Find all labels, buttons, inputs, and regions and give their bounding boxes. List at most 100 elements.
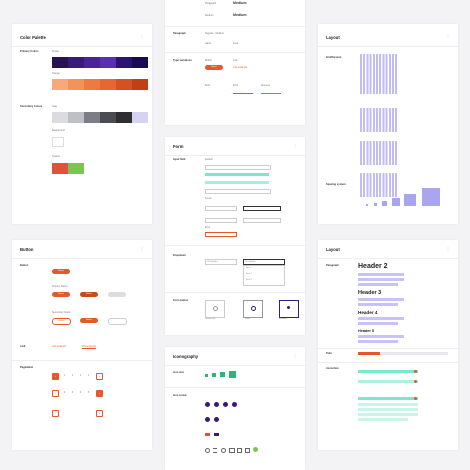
- instagram-icon[interactable]: [223, 402, 228, 407]
- tab-bar[interactable]: [358, 352, 448, 355]
- heart-icon: [237, 448, 242, 453]
- more-icon[interactable]: ⋮: [446, 246, 450, 251]
- radio-card-unselected[interactable]: [205, 300, 225, 318]
- primary-button-label: Primary button: [52, 285, 68, 288]
- sample-button[interactable]: Button: [52, 269, 70, 274]
- swatch: [52, 163, 68, 174]
- swatch: [132, 57, 148, 68]
- accordion-item[interactable]: [358, 370, 418, 373]
- system-label: System: [52, 155, 60, 158]
- focus-input[interactable]: [205, 181, 269, 184]
- primary-button[interactable]: Button: [52, 292, 70, 297]
- accordion-item[interactable]: [358, 380, 418, 383]
- swatch: [116, 57, 132, 68]
- link-example-hover[interactable]: Link example: [82, 345, 97, 348]
- dropdown-select[interactable]: Placeholder: [243, 259, 285, 265]
- input-value: Input: [233, 42, 239, 45]
- page-number[interactable]: 3: [79, 374, 82, 377]
- pagination-prev[interactable]: ‹: [52, 390, 59, 397]
- cart-icon: [229, 448, 235, 453]
- more-icon[interactable]: ⋮: [446, 34, 450, 39]
- link-example[interactable]: Link example: [233, 66, 248, 69]
- swatch: [132, 79, 148, 90]
- dropdown-menu: Item 1 Item 2 Item 3: [243, 265, 285, 286]
- spacing-square: [404, 194, 416, 206]
- swatch: [84, 79, 100, 90]
- more-icon[interactable]: ⋮: [293, 143, 297, 148]
- page-number[interactable]: 2: [63, 391, 66, 394]
- error-input[interactable]: [205, 232, 237, 237]
- text-input[interactable]: [205, 218, 237, 223]
- dropdown-select[interactable]: Placeholder: [205, 259, 237, 265]
- form-card: Form ⋮ Input field Default Focus Error D…: [165, 137, 305, 335]
- youtube-icon[interactable]: [205, 417, 210, 422]
- pagination-prev[interactable]: ‹: [52, 410, 59, 417]
- more-icon[interactable]: ⋮: [293, 353, 297, 358]
- secondary-button-label: Secondary button: [52, 311, 71, 314]
- typography-row-label: Paragraph: [205, 2, 217, 5]
- twitter-icon[interactable]: [214, 402, 219, 407]
- facebook-icon[interactable]: [205, 402, 210, 407]
- link-example[interactable]: Link example: [52, 345, 67, 348]
- success-label: Success: [261, 84, 271, 87]
- icon-social-label: Icon social: [173, 394, 187, 397]
- radio-card-hover[interactable]: [243, 300, 263, 318]
- text-placeholder: [358, 278, 404, 281]
- button-label: Button: [205, 59, 212, 62]
- text-placeholder: [358, 303, 398, 306]
- bold-label: Bold: [205, 84, 210, 87]
- text-placeholder: [358, 317, 404, 320]
- tab-active[interactable]: [358, 352, 380, 355]
- secondary-button-hover[interactable]: Button: [80, 318, 98, 323]
- email-icon[interactable]: [214, 417, 219, 422]
- swatch: [52, 79, 68, 90]
- divider: [318, 348, 458, 349]
- pagination-next[interactable]: ›: [96, 390, 103, 397]
- page-number[interactable]: 1: [63, 374, 66, 377]
- page-number[interactable]: 5: [87, 391, 90, 394]
- chevron-icon[interactable]: [414, 380, 417, 383]
- dropdown-option[interactable]: Item 2: [246, 273, 252, 275]
- secondary-desc: Gray: [52, 105, 58, 108]
- text-input[interactable]: [205, 165, 271, 170]
- pagination-next[interactable]: ›: [96, 410, 103, 417]
- dropdown-option[interactable]: Item 3: [246, 279, 252, 281]
- menu-icon: [213, 448, 217, 453]
- text-input[interactable]: [243, 218, 281, 223]
- swatch: [68, 57, 84, 68]
- text-input[interactable]: [205, 206, 237, 211]
- divider: [12, 360, 152, 361]
- chevron-icon[interactable]: [414, 370, 417, 373]
- divider: [12, 46, 152, 47]
- pagination-prev[interactable]: ‹: [52, 373, 59, 380]
- card-title: Iconography: [173, 354, 199, 359]
- page-number[interactable]: 4: [87, 374, 90, 377]
- more-icon[interactable]: ⋮: [140, 34, 144, 39]
- page-number[interactable]: 3: [71, 391, 74, 394]
- page-number[interactable]: 4: [79, 391, 82, 394]
- grid-columns: [360, 108, 398, 132]
- spacing-square: [382, 201, 387, 206]
- radio-card-selected[interactable]: [279, 300, 299, 318]
- page-number[interactable]: 2: [71, 374, 74, 377]
- text-input[interactable]: [205, 189, 271, 194]
- linkedin-icon[interactable]: [232, 402, 237, 407]
- divider: [318, 362, 458, 363]
- accordion-item[interactable]: [358, 397, 418, 400]
- secondary-button[interactable]: Button: [52, 318, 71, 325]
- text-input[interactable]: [243, 206, 281, 211]
- header-5: Header 5: [358, 329, 375, 333]
- dropdown-option[interactable]: Item 1: [246, 267, 252, 269]
- pagination-next[interactable]: ›: [96, 373, 103, 380]
- check-icon: [253, 447, 258, 452]
- chevron-icon[interactable]: [414, 397, 417, 400]
- text-placeholder: [358, 340, 398, 343]
- divider: [165, 155, 305, 156]
- more-icon[interactable]: ⋮: [140, 246, 144, 251]
- primary-button-hover[interactable]: Button: [80, 292, 98, 297]
- default-label: Default: [205, 158, 213, 161]
- iconography-card: Iconography ⋮ Icon size Icon social: [165, 347, 305, 470]
- primary-desc: Purple: [52, 50, 59, 53]
- sample-button[interactable]: Button: [205, 65, 223, 70]
- focus-input[interactable]: [205, 173, 269, 176]
